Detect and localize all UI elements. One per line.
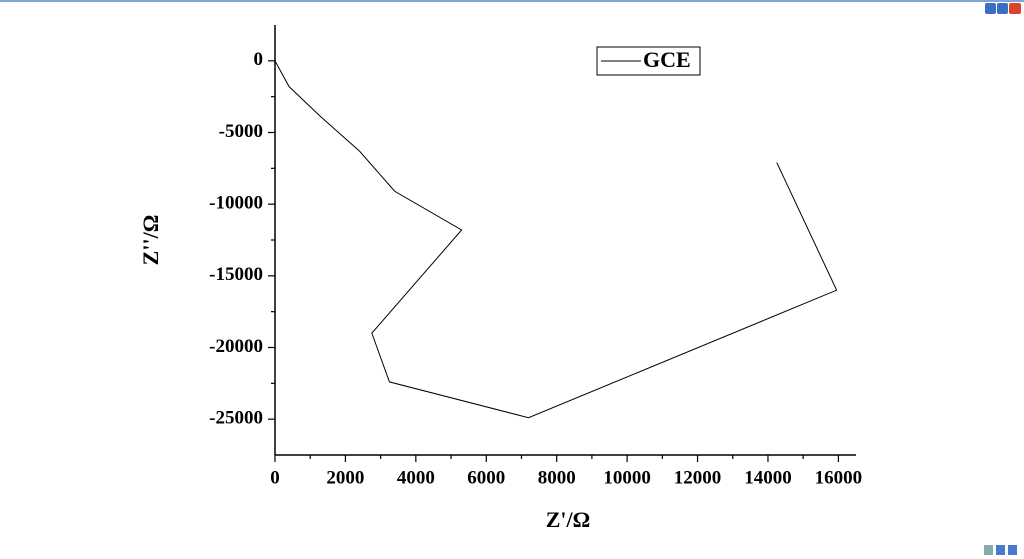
legend: GCE: [596, 46, 701, 76]
status-icons: [984, 545, 1017, 555]
x-tick-label: 16000: [815, 467, 863, 488]
x-tick-label: 0: [270, 467, 280, 488]
x-tick-label: 12000: [674, 467, 722, 488]
y-tick-label: -5000: [219, 121, 263, 142]
x-tick-label: 2000: [326, 467, 364, 488]
y-axis-label: Z''/Ω: [138, 215, 163, 266]
y-tick-label: -20000: [209, 336, 263, 357]
y-tick-label: -10000: [209, 193, 263, 214]
data-line: [274, 60, 838, 419]
x-axis-label: Z'/Ω: [546, 507, 591, 532]
legend-label: GCE: [643, 47, 691, 72]
minimize-button[interactable]: [985, 3, 996, 14]
x-tick-label: 6000: [467, 467, 505, 488]
y-tick-label: -15000: [209, 264, 263, 285]
status-icon: [996, 545, 1005, 555]
x-tick-label: 14000: [744, 467, 792, 488]
x-tick-label: 8000: [538, 467, 576, 488]
status-icon: [1008, 545, 1017, 555]
y-tick-label: 0: [254, 49, 264, 70]
x-tick-label: 4000: [397, 467, 435, 488]
x-tick-label: 10000: [603, 467, 651, 488]
close-button[interactable]: [1009, 3, 1021, 14]
status-icon: [984, 545, 993, 555]
window-border: [0, 0, 1024, 2]
y-tick-label: -25000: [209, 408, 263, 429]
window-controls[interactable]: [985, 3, 1021, 14]
restore-button[interactable]: [997, 3, 1008, 14]
